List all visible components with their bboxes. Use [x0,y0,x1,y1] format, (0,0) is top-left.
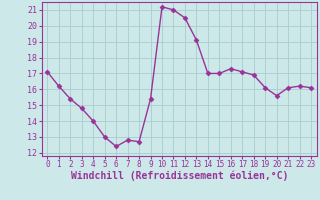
X-axis label: Windchill (Refroidissement éolien,°C): Windchill (Refroidissement éolien,°C) [70,171,288,181]
